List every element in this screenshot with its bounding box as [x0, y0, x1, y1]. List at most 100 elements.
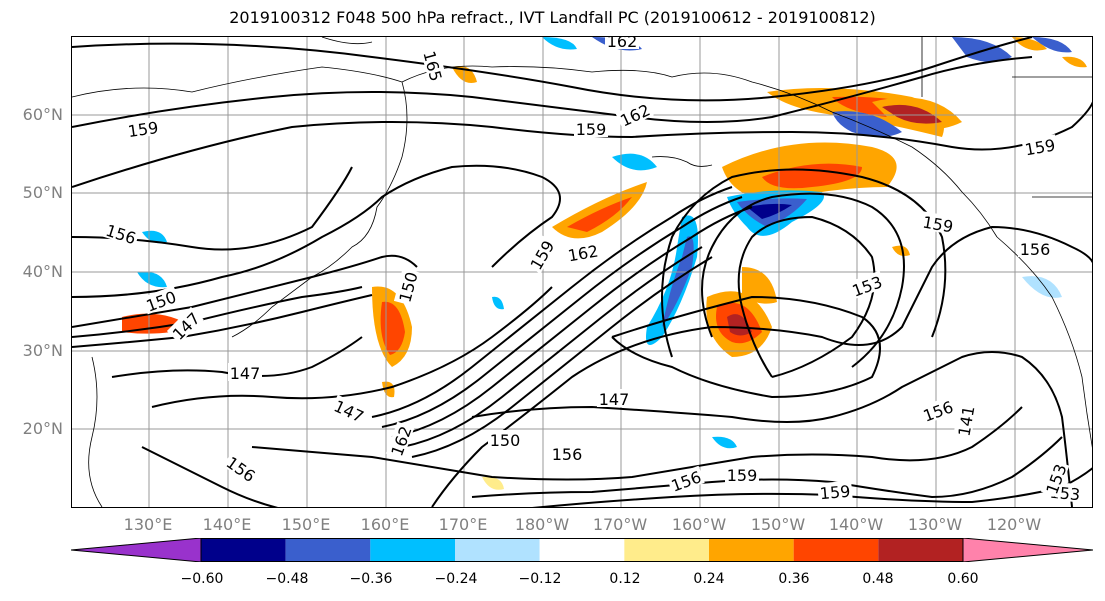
contour-label: 156: [921, 397, 956, 425]
lon-label-150W: 150°W: [750, 515, 806, 534]
colorbar-extend-max: [962, 538, 1093, 562]
lon-label-160W: 160°W: [671, 515, 727, 534]
positive-shading: [882, 104, 942, 124]
contour-label-background: [420, 46, 448, 85]
negative-shading: [142, 230, 167, 244]
positive-shading: [727, 314, 752, 336]
contour-labels: 1591651621591621561591561591531621591501…: [102, 37, 1083, 504]
negative-shading: [492, 296, 504, 310]
colorbar-segment: [624, 538, 709, 562]
negative-shading: [1032, 37, 1072, 53]
contour-label: 156: [552, 445, 583, 464]
colorbar-tick: 0.48: [862, 571, 894, 587]
negative-shading: [832, 111, 902, 137]
contour-label: 159: [1023, 135, 1056, 159]
contour-label-background: [1018, 239, 1052, 257]
contour-label-background: [817, 480, 853, 502]
lon-label-170E: 170°E: [438, 515, 488, 534]
colorbar-segment: [539, 538, 625, 562]
colorbar-segment: [793, 538, 879, 562]
lon-label-140W: 140°W: [828, 515, 884, 534]
colorbar: [71, 538, 1093, 562]
lon-label-150E: 150°E: [281, 515, 331, 534]
negative-shading: [542, 37, 577, 50]
negative-shading: [662, 236, 694, 327]
positive-shading: [382, 381, 395, 398]
lon-label-130E: 130°E: [123, 515, 173, 534]
lon-label-180W: 180°W: [514, 515, 570, 534]
negative-shading: [712, 436, 737, 449]
positive-shading: [380, 301, 405, 355]
contour-label-background: [550, 444, 584, 462]
lat-label-50N: 50°N: [22, 183, 63, 202]
colorbar-tick: −0.60: [180, 571, 224, 587]
shading-layer: [122, 37, 1087, 490]
negative-shading: [612, 153, 657, 171]
negative-shading: [646, 215, 698, 345]
contour-label-background: [1021, 134, 1059, 158]
lat-label-20N: 20°N: [22, 419, 63, 438]
lon-label-160E: 160°E: [360, 515, 410, 534]
contour-label-background: [615, 98, 654, 130]
positive-shading: [567, 197, 632, 232]
colorbar-segment: [370, 538, 455, 562]
colorbar-tick: −0.48: [265, 571, 309, 587]
contour-label: 165: [419, 49, 445, 83]
lat-label-40N: 40°N: [22, 262, 63, 281]
contour-label: 153: [850, 272, 885, 300]
coastlines: [72, 37, 1092, 507]
contour-label-background: [847, 270, 886, 300]
contour-label-background: [124, 116, 161, 140]
positive-shading: [1062, 56, 1087, 68]
contour-label: 156: [669, 467, 704, 495]
colorbar-segment: [455, 538, 540, 562]
colorbar-segment: [709, 538, 794, 562]
contour-label: 159: [127, 118, 160, 141]
contour-label-background: [102, 219, 141, 247]
colorbar-outline: [200, 538, 964, 562]
contour-label-background: [488, 430, 522, 448]
contour-label-background: [725, 465, 759, 483]
colorbar-tick: 0.24: [693, 571, 725, 587]
colorbar-tick: −0.24: [434, 571, 478, 587]
contour-label-background: [919, 211, 957, 235]
lon-label-130W: 130°W: [907, 515, 963, 534]
negative-shading: [137, 271, 167, 288]
contour-label-background: [574, 119, 608, 137]
contour-label-background: [524, 235, 558, 274]
contour-label-background: [393, 267, 421, 306]
contour-label-background: [228, 363, 262, 381]
contour-label: 159: [819, 482, 851, 504]
positive-shading: [482, 476, 504, 490]
colorbar-tick: 0.36: [778, 571, 810, 587]
contour-label: 147: [230, 364, 261, 383]
colorbar-tick: −0.12: [518, 571, 562, 587]
negative-shading: [747, 203, 792, 219]
colorbar-extend-min: [71, 538, 202, 562]
colorbar-tick: −0.36: [349, 571, 393, 587]
colorbar-tick: 0.12: [609, 571, 641, 587]
contour-label-background: [564, 240, 602, 264]
colorbar-segment: [285, 538, 371, 562]
contour-label-background: [385, 421, 415, 460]
map-canvas: 1591651621591621561591561591531621591501…: [72, 37, 1092, 507]
positive-shading: [742, 267, 777, 304]
positive-shading: [892, 245, 910, 256]
contour-label-background: [666, 465, 705, 495]
contour-label-background: [918, 395, 957, 425]
contour-label: 156: [103, 221, 138, 249]
lat-label-60N: 60°N: [22, 105, 63, 124]
contour-lines: [72, 37, 1092, 507]
contour-label: 162: [607, 37, 638, 51]
map-panel: 159 165 162 159 162 156 159 156 159 153 162 159 150 1…: [71, 36, 1093, 508]
contour-label: 159: [727, 466, 758, 485]
lon-label-120W: 120°W: [986, 515, 1042, 534]
lon-label-140E: 140°E: [202, 515, 252, 534]
figure-title: 2019100312 F048 500 hPa refract., IVT La…: [229, 8, 876, 27]
contour-label: 150: [395, 270, 421, 304]
contour-label: 159: [921, 212, 954, 236]
contour-label: 141: [954, 404, 978, 437]
contour-label-background: [1040, 459, 1070, 498]
contour-label: 162: [566, 241, 599, 265]
colorbar-tick: 0.60: [947, 571, 979, 587]
